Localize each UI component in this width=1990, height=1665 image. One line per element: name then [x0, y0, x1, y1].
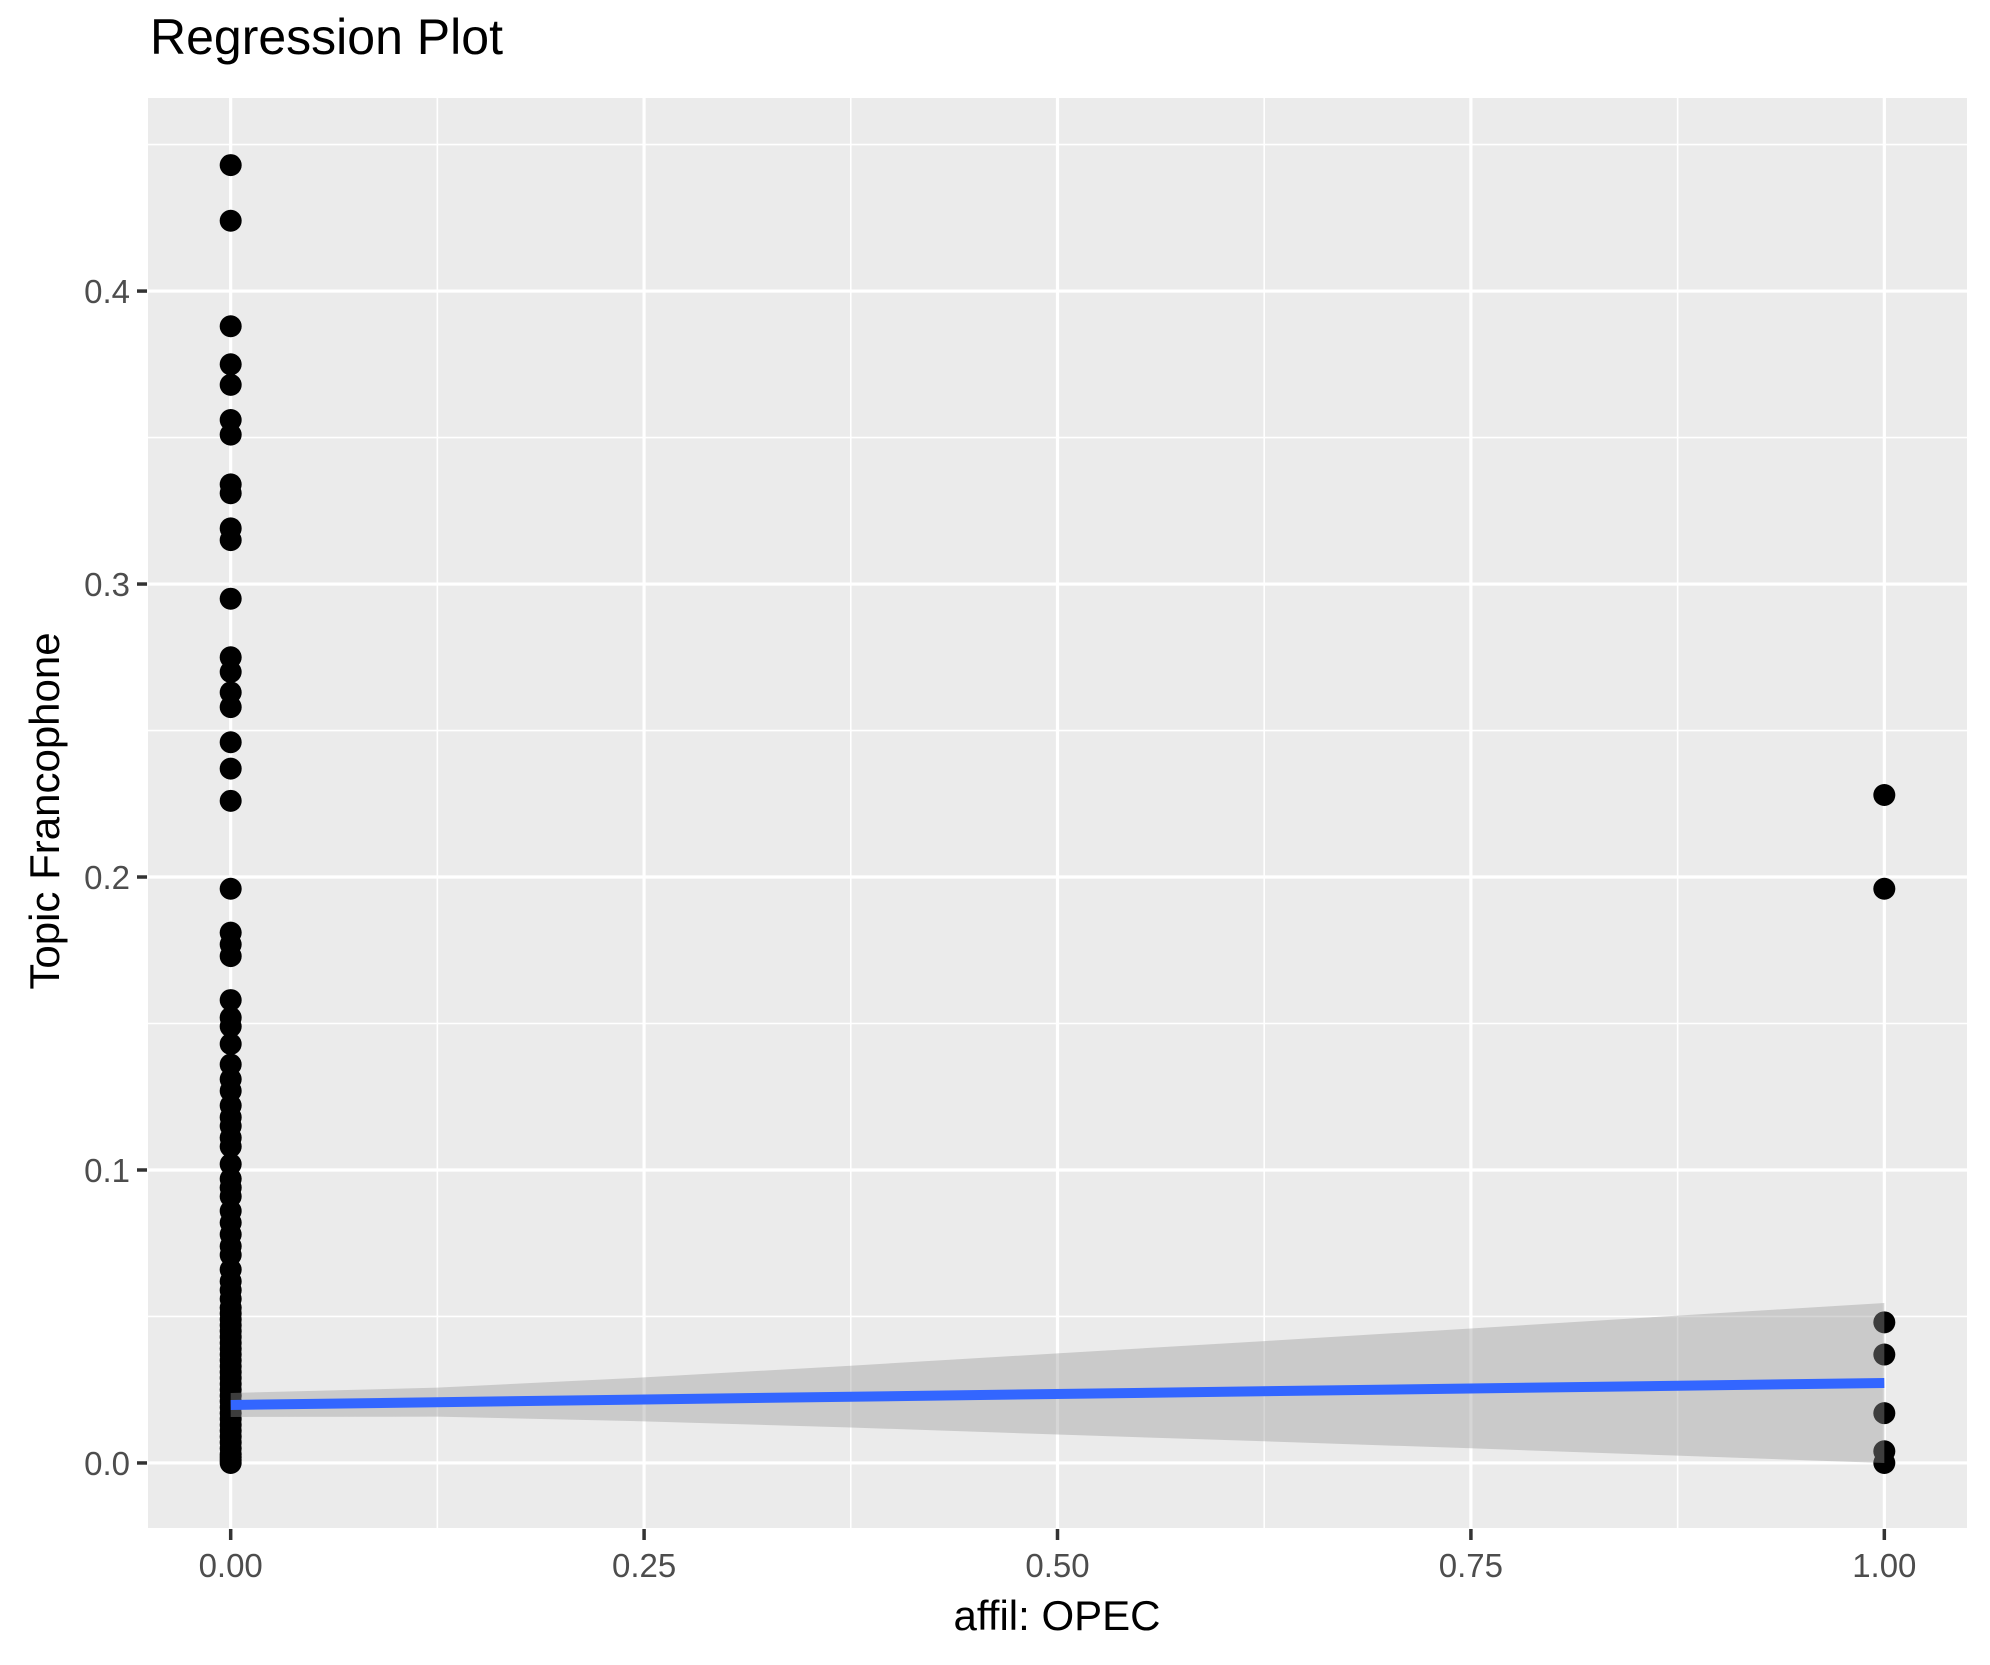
- data-point: [219, 1451, 242, 1474]
- data-point: [219, 1135, 242, 1158]
- data-point: [1873, 1343, 1896, 1366]
- y-tick-label: 0.0: [84, 1445, 130, 1482]
- data-point: [219, 315, 242, 338]
- y-tick-label: 0.3: [84, 566, 130, 603]
- data-point: [1873, 1451, 1896, 1474]
- data-point: [219, 1015, 242, 1038]
- data-point: [219, 731, 242, 754]
- data-point: [1873, 783, 1896, 806]
- data-point: [219, 660, 242, 683]
- confidence-band: [230, 1302, 1885, 1463]
- data-point: [219, 757, 242, 780]
- x-tick-label: 0.75: [1439, 1547, 1503, 1584]
- data-point: [219, 353, 242, 376]
- x-tick-label: 0.25: [612, 1547, 676, 1584]
- x-axis-title: affil: OPEC: [953, 1592, 1161, 1639]
- data-point: [219, 696, 242, 719]
- data-point: [1873, 1311, 1896, 1334]
- data-point: [219, 373, 242, 396]
- data-point: [219, 789, 242, 812]
- y-tick-label: 0.2: [84, 859, 130, 896]
- data-point: [219, 209, 242, 232]
- data-point: [219, 989, 242, 1012]
- y-axis-title: Topic Francophone: [21, 632, 68, 990]
- data-point: [219, 945, 242, 968]
- x-tick-label: 0.00: [199, 1547, 263, 1584]
- data-point: [219, 482, 242, 505]
- data-point: [219, 1033, 242, 1056]
- y-tick-label: 0.1: [84, 1152, 130, 1189]
- data-point: [1873, 1402, 1896, 1425]
- data-point: [219, 154, 242, 177]
- data-point: [1873, 877, 1896, 900]
- data-point: [219, 423, 242, 446]
- x-tick-label: 1.00: [1852, 1547, 1916, 1584]
- data-point: [219, 587, 242, 610]
- regression-line: [230, 1377, 1885, 1410]
- plot-title: Regression Plot: [150, 9, 503, 65]
- x-tick-label: 0.50: [1025, 1547, 1089, 1584]
- data-point: [219, 877, 242, 900]
- y-tick-label: 0.4: [84, 273, 130, 310]
- data-point: [219, 529, 242, 552]
